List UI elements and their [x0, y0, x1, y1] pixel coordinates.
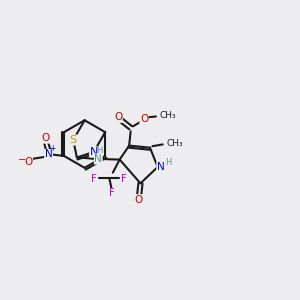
Text: H: H — [165, 158, 171, 167]
Text: N: N — [90, 147, 98, 157]
Text: O: O — [140, 114, 148, 124]
Text: N: N — [45, 149, 52, 160]
Text: +: + — [49, 144, 56, 153]
Text: CH₃: CH₃ — [160, 111, 176, 120]
Text: O: O — [41, 133, 50, 143]
Text: S: S — [70, 135, 77, 145]
Text: O: O — [114, 112, 122, 122]
Text: F: F — [109, 188, 115, 199]
Text: CH₃: CH₃ — [166, 139, 183, 148]
Text: N: N — [157, 162, 164, 172]
Text: F: F — [92, 175, 97, 184]
Text: H: H — [97, 146, 103, 155]
Text: O: O — [24, 157, 32, 167]
Text: O: O — [135, 195, 143, 205]
Text: −: − — [18, 155, 26, 165]
Text: F: F — [121, 175, 127, 184]
Text: N: N — [94, 154, 102, 164]
